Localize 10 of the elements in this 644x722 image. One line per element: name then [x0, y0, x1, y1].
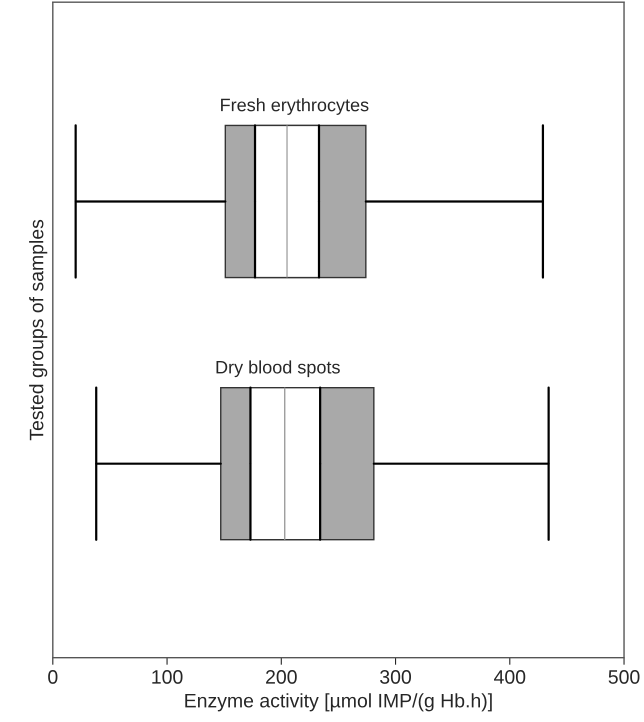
x-tick-label: 400 — [494, 670, 526, 684]
y-tick-label: Fresh erythrocytes — [221, 98, 368, 115]
y-tick-label: Dry blood spots — [216, 360, 340, 378]
y-axis-title: Tested groups of samples — [29, 220, 48, 440]
x-tick-label: 500 — [608, 670, 640, 684]
x-tick-label: 300 — [380, 670, 412, 684]
x-axis-title: Enzyme activity [µmol IMP/(g Hb.h)] — [185, 693, 492, 712]
x-tick-label: 200 — [266, 670, 297, 684]
x-tick-label: 0 — [48, 670, 58, 684]
x-tick-label: 100 — [152, 670, 183, 684]
